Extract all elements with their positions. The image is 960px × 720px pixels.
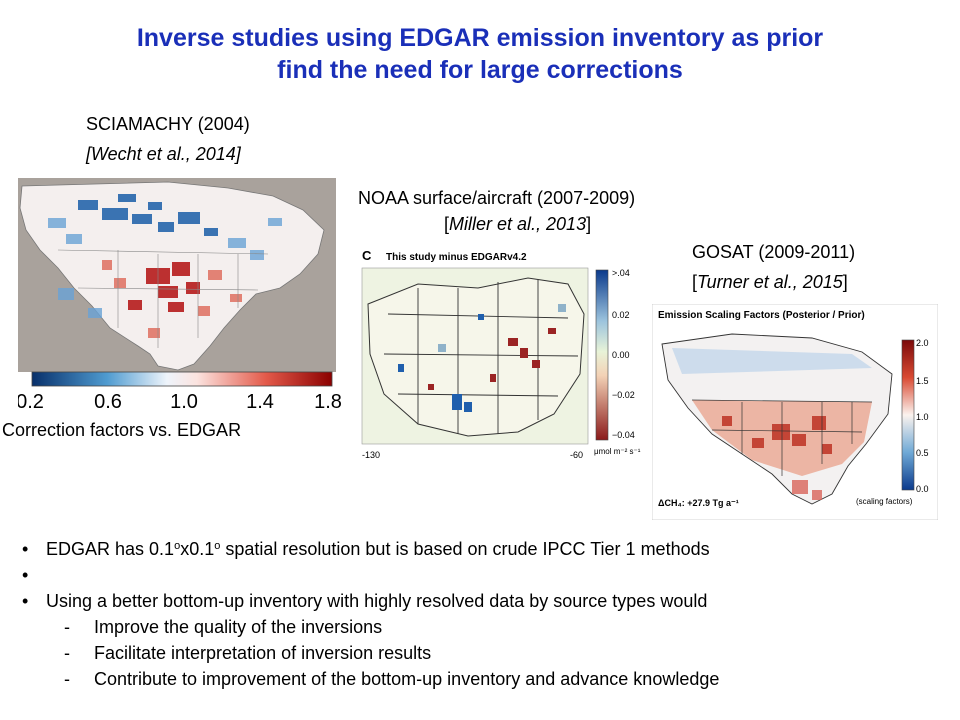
- sub-bullet-3: - Contribute to improvement of the bottom…: [64, 669, 720, 689]
- gosat-cb-tick-0: 2.0: [916, 338, 929, 348]
- gosat-cb-tick-2: 1.0: [916, 412, 929, 422]
- bullet-1: • EDGAR has 0.1ox0.1o spatial resolution …: [22, 539, 710, 559]
- sciamachy-tick-4: 1.8: [314, 391, 342, 410]
- bullet-3: • Using a better bottom-up inventory with…: [22, 591, 708, 611]
- sciamachy-tick-0: 0.2: [18, 391, 44, 410]
- noaa-cb-tick-3: −0.02: [612, 390, 635, 400]
- slide-title: Inverse studies using EDGAR emission inv…: [0, 22, 960, 86]
- noaa-cb-tick-4: −0.04: [612, 430, 635, 440]
- sub-bullet-2: - Facilitate interpretation of inversion …: [64, 643, 432, 663]
- sciamachy-footer: Correction factors vs. EDGAR: [2, 420, 242, 440]
- noaa-cb-tick-1: 0.02: [612, 310, 630, 320]
- noaa-citation: [Miller et al., 2013]: [444, 214, 592, 234]
- gosat-cb-label: (scaling factors): [856, 497, 913, 506]
- bullet-2: •: [22, 565, 29, 585]
- noaa-lon-left: -130: [362, 450, 380, 460]
- gosat-map: Emission Scaling Factors (Posterior / Pr…: [652, 304, 938, 520]
- sciamachy-citation: [Wecht et al., 2014]: [86, 144, 241, 164]
- noaa-panel-letter: C: [362, 248, 372, 263]
- gosat-total: ΔCH₄: +27.9 Tg a⁻¹: [658, 498, 739, 508]
- sciamachy-map: [18, 178, 336, 372]
- gosat-citation: [Turner et al., 2015]: [692, 272, 848, 292]
- noaa-cb-unit: μmol m⁻² s⁻¹: [594, 447, 641, 456]
- noaa-cb-tick-2: 0.00: [612, 350, 630, 360]
- title-line-2: find the need for large corrections: [277, 56, 683, 84]
- gosat-cb-tick-3: 0.5: [916, 448, 929, 458]
- noaa-lon-right: -60: [570, 450, 583, 460]
- sciamachy-caption: SCIAMACHY (2004): [86, 114, 250, 134]
- noaa-cb-tick-0: >.04: [612, 268, 630, 278]
- title-line-1: Inverse studies using EDGAR emission inv…: [136, 24, 824, 52]
- noaa-map: C This study minus EDGARv4.2 >.04 0.02 0…: [358, 244, 654, 464]
- noaa-caption: NOAA surface/aircraft (2007-2009): [358, 188, 636, 208]
- sciamachy-tick-1: 0.6: [94, 391, 122, 410]
- gosat-panel-title: Emission Scaling Factors (Posterior / Pr…: [658, 310, 865, 321]
- bullet-list: • EDGAR has 0.1ox0.1o spatial resolution …: [22, 536, 942, 692]
- sciamachy-tick-3: 1.4: [246, 391, 274, 410]
- gosat-cb-tick-1: 1.5: [916, 376, 929, 386]
- sciamachy-colorbar: 0.2 0.6 1.0 1.4 1.8: [18, 371, 342, 410]
- gosat-caption: GOSAT (2009-2011): [692, 242, 856, 262]
- gosat-cb-tick-4: 0.0: [916, 484, 929, 494]
- noaa-panel-title: This study minus EDGARv4.2: [386, 252, 527, 263]
- sciamachy-tick-2: 1.0: [170, 391, 198, 410]
- sub-bullet-1: - Improve the quality of the inversions: [64, 617, 383, 637]
